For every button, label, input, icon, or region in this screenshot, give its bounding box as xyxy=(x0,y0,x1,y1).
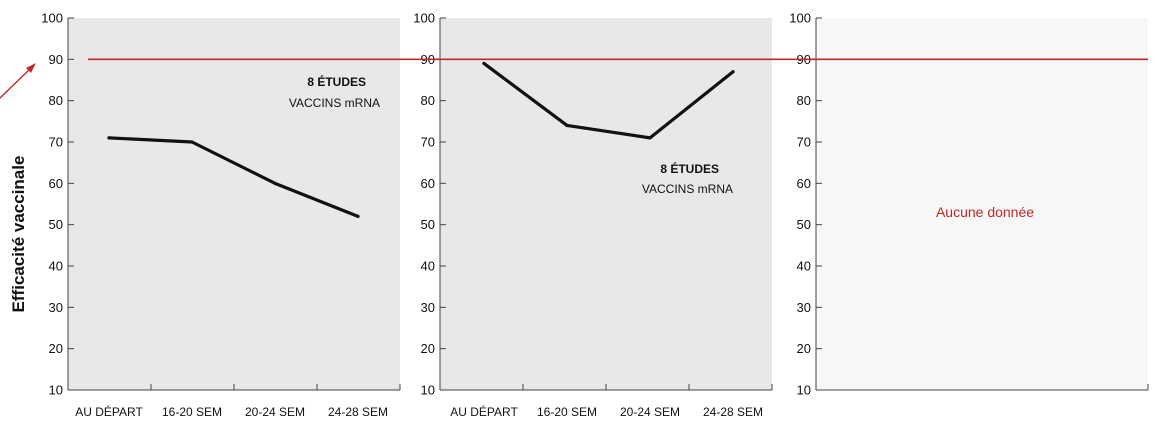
x-category-label: AU DÉPART xyxy=(75,404,143,419)
panel-background xyxy=(68,18,400,390)
x-category-label: 24-28 SEM xyxy=(328,405,388,419)
y-tick-label: 100 xyxy=(413,11,435,26)
y-tick-label: 40 xyxy=(49,259,63,274)
annotation-vaccines: VACCINS mRNA xyxy=(289,96,380,110)
series-line xyxy=(107,136,360,218)
x-category-label: 24-28 SEM xyxy=(703,405,763,419)
y-tick-label: 70 xyxy=(421,135,435,150)
data-point xyxy=(273,181,277,185)
no-data-label: Aucune donnée xyxy=(936,204,1034,220)
x-category-label: 20-24 SEM xyxy=(245,405,305,419)
data-point xyxy=(648,136,652,140)
y-tick-label: 10 xyxy=(49,383,63,398)
y-tick-label: 30 xyxy=(797,300,811,315)
y-tick-label: 80 xyxy=(49,93,63,108)
annotation-vaccines: VACCINS mRNA xyxy=(642,182,733,196)
data-point xyxy=(731,70,735,74)
x-category-label: 16-20 SEM xyxy=(537,405,597,419)
y-tick-label: 50 xyxy=(421,217,435,232)
y-tick-label: 60 xyxy=(797,176,811,191)
series-line xyxy=(482,61,735,140)
y-tick-label: 100 xyxy=(41,11,63,26)
panel-background xyxy=(816,18,1148,390)
y-tick-label: 70 xyxy=(797,135,811,150)
y-tick-label: 50 xyxy=(49,217,63,232)
y-tick-label: 30 xyxy=(421,300,435,315)
y-tick-label: 30 xyxy=(49,300,63,315)
y-tick-label: 10 xyxy=(421,383,435,398)
arrow-head-icon xyxy=(26,63,36,73)
x-category-label: AU DÉPART xyxy=(450,404,518,419)
y-tick-label: 40 xyxy=(797,259,811,274)
data-point xyxy=(482,61,486,66)
y-tick-label: 60 xyxy=(49,176,63,191)
data-point xyxy=(190,140,194,144)
panel-background xyxy=(440,18,772,390)
y-tick-label: 50 xyxy=(797,217,811,232)
y-tick-label: 90 xyxy=(49,52,63,67)
data-point xyxy=(565,123,569,128)
data-point xyxy=(356,214,360,218)
y-tick-label: 20 xyxy=(797,341,811,356)
y-tick-label: 20 xyxy=(421,341,435,356)
y-tick-label: 70 xyxy=(49,135,63,150)
y-tick-label: 10 xyxy=(797,383,811,398)
panel-1: 10 20 30 40 50 60 70 80 90 100 AU DÉPART 16-20 SEM 2… xyxy=(41,11,401,419)
data-point xyxy=(107,136,111,140)
x-category-label: 20-24 SEM xyxy=(620,405,680,419)
annotation-studies: 8 ÉTUDES xyxy=(660,161,719,176)
x-category-label: 16-20 SEM xyxy=(162,405,222,419)
y-tick-label: 40 xyxy=(421,259,435,274)
arrow-shaft xyxy=(0,67,32,99)
y-tick-label: 20 xyxy=(49,341,63,356)
y-tick-label: 100 xyxy=(789,11,811,26)
y-axis-title: Efficacité vaccinale xyxy=(9,156,28,313)
y-tick-label: 80 xyxy=(797,93,811,108)
y-tick-label: 80 xyxy=(421,93,435,108)
annotation-studies: 8 ÉTUDES xyxy=(307,74,366,89)
y-tick-label: 60 xyxy=(421,176,435,191)
